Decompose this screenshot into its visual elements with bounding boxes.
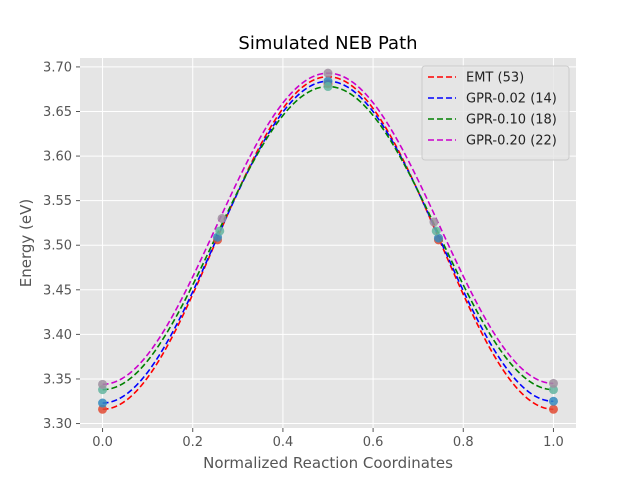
data-point [548,378,558,388]
legend-box [421,65,570,161]
data-point [548,396,558,406]
data-point [548,404,558,414]
data-point [323,82,333,92]
x-tick-label: 0.6 [363,435,384,450]
y-tick-label: 3.30 [43,417,72,432]
data-point [98,379,108,389]
y-tick-label: 3.60 [43,150,72,165]
y-tick-label: 3.70 [43,60,72,75]
series-markers [98,68,558,414]
legend: EMT (53) GPR-0.02 (14) GPR-0.10 (18) GPR-0.… [421,65,570,161]
legend-label: GPR-0.02 (14) [466,92,557,107]
y-tick-label: 3.50 [43,239,72,254]
data-point [429,217,439,227]
x-tick-label: 1.0 [543,435,564,450]
legend-label: EMT (53) [466,71,524,86]
y-tick-label: 3.45 [43,283,72,298]
y-tick-label: 3.40 [43,328,72,343]
x-axis-ticks: 0.0 0.2 0.4 0.6 0.8 1.0 [92,428,564,450]
data-point [323,68,333,78]
legend-label: GPR-0.20 (22) [466,134,557,149]
data-point [217,213,227,223]
x-axis-label: Normalized Reaction Coordinates [203,454,453,472]
legend-label: GPR-0.10 (18) [466,113,557,128]
y-axis-ticks: 3.30 3.35 3.40 3.45 3.50 3.55 3.60 3.65 3.70 [43,60,80,432]
x-tick-label: 0.8 [453,435,474,450]
data-point [431,226,441,236]
y-tick-label: 3.55 [43,194,72,209]
data-point [548,385,558,395]
data-point [98,398,108,408]
x-tick-label: 0.2 [182,435,203,450]
x-tick-label: 0.4 [273,435,294,450]
data-point [215,226,225,236]
x-tick-label: 0.0 [92,435,113,450]
y-axis-label: Energy (eV) [17,199,35,287]
data-point [98,404,108,414]
data-point [433,233,443,243]
chart-title: Simulated NEB Path [238,33,417,54]
y-tick-label: 3.35 [43,372,72,387]
y-tick-label: 3.65 [43,105,72,120]
